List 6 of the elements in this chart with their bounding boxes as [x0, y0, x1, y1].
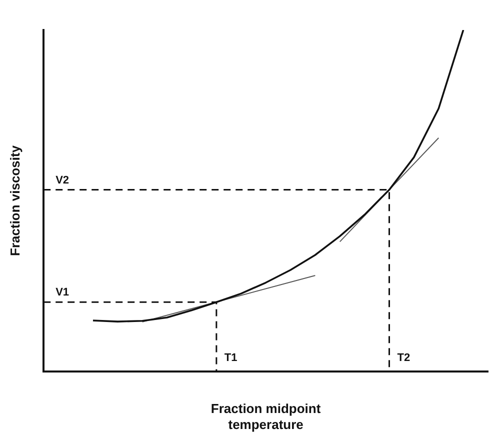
ref-line-label: V2: [56, 174, 70, 186]
x-axis-title: Fraction midpoint temperature: [210, 401, 322, 432]
annotation: T2: [397, 352, 410, 364]
annotation: T1: [224, 352, 238, 364]
ref-line-label: V1: [56, 286, 70, 299]
y-axis-title: Fraction viscosity: [7, 144, 22, 256]
